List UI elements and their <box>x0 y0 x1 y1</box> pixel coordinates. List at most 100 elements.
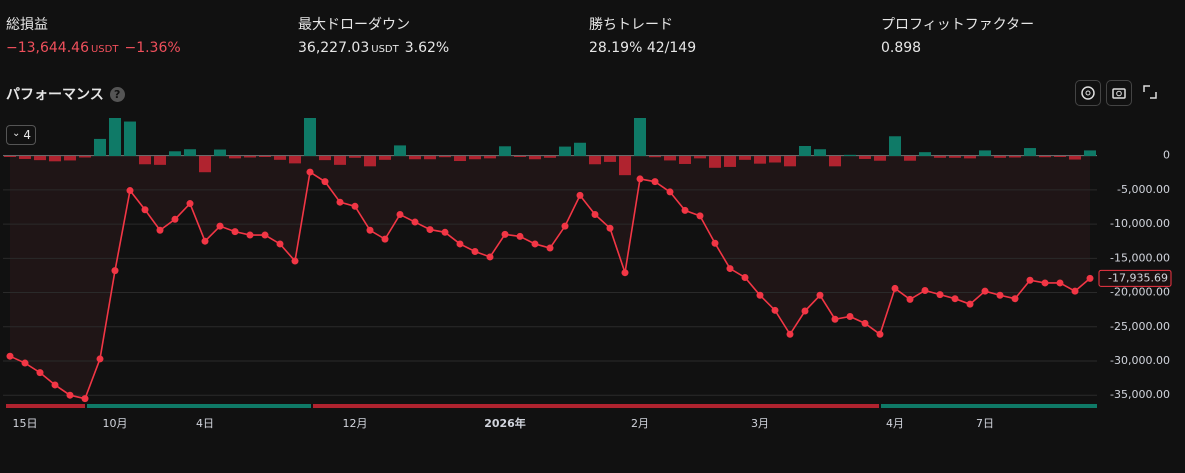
point <box>1041 279 1049 287</box>
stat: 勝ちトレード 28.19% 42/149 <box>589 14 696 56</box>
point <box>651 178 659 186</box>
point <box>936 291 944 299</box>
icon <box>1143 85 1157 99</box>
point <box>636 175 644 183</box>
y-tick-label: -10,000.00 <box>1110 217 1170 230</box>
point <box>21 359 29 367</box>
bar <box>154 156 166 165</box>
bar <box>829 156 841 167</box>
fullscreen-button[interactable] <box>1138 80 1164 106</box>
bar <box>784 156 796 167</box>
bar <box>979 150 991 157</box>
bar <box>679 156 691 164</box>
percent: 3.62% <box>404 40 450 56</box>
point <box>546 244 554 252</box>
stat-value: 0.898 <box>881 40 922 56</box>
bar <box>259 156 271 158</box>
bar <box>244 156 256 158</box>
help-icon[interactable]: ? <box>109 87 125 102</box>
point <box>216 222 224 230</box>
bar <box>64 156 76 161</box>
x-tick-label: 4日 <box>196 417 214 430</box>
point <box>906 295 914 303</box>
dropdown[interactable]: ⌄ 4 <box>6 125 36 145</box>
point <box>1056 279 1064 287</box>
point <box>411 218 419 226</box>
point <box>576 191 584 199</box>
point <box>336 198 344 206</box>
point <box>711 239 719 247</box>
bar <box>559 146 571 157</box>
x-tick-label: 2026年 <box>484 416 526 430</box>
point <box>831 315 839 323</box>
point <box>726 265 734 273</box>
bar <box>529 156 541 160</box>
point <box>396 211 404 219</box>
point <box>6 352 14 360</box>
bar <box>229 156 241 159</box>
y-tick-label: -5,000.00 <box>1117 183 1170 196</box>
stat: 最大ドローダウン 36,227.03 USDT 3.62% <box>298 14 449 56</box>
point <box>681 206 689 214</box>
bar <box>574 142 586 157</box>
point <box>306 168 314 176</box>
bar <box>469 156 481 160</box>
point <box>381 235 389 243</box>
icon <box>1112 88 1126 99</box>
x-tick-label: 7日 <box>976 417 994 430</box>
bar <box>1084 150 1096 157</box>
count: 42/149 <box>646 40 697 56</box>
bar <box>289 156 301 164</box>
point <box>201 237 209 245</box>
camera-button[interactable] <box>1106 80 1132 106</box>
bar <box>994 156 1006 158</box>
y-tick-label: -30,000.00 <box>1110 354 1170 367</box>
bar <box>274 156 286 160</box>
equity-line <box>9 170 1091 400</box>
icon <box>1081 86 1095 100</box>
point <box>951 295 959 303</box>
bar <box>664 156 676 161</box>
y-tick-label: -20,000.00 <box>1110 286 1170 299</box>
bar <box>589 156 601 165</box>
point <box>66 391 74 399</box>
stat: プロフィットファクター 0.898 <box>881 14 1034 56</box>
point <box>156 226 164 234</box>
bar <box>934 156 946 158</box>
unit: USDT <box>90 44 119 55</box>
chevron: ⌄ <box>12 128 21 139</box>
point <box>81 395 89 403</box>
point <box>366 226 374 234</box>
bar <box>544 156 556 158</box>
point <box>591 211 599 219</box>
bar <box>634 118 646 157</box>
stat-label: 最大ドローダウン <box>298 17 410 33</box>
bar <box>754 156 766 164</box>
bar <box>874 156 886 161</box>
point <box>126 187 134 195</box>
period-strip <box>87 404 311 408</box>
x-tick-label: 10月 <box>103 417 128 430</box>
stat-value: 36,227.03 USDT 3.62% <box>298 40 449 56</box>
period-strip <box>6 404 85 408</box>
section-title: パフォーマンス? <box>6 84 125 104</box>
point <box>111 267 119 275</box>
dropdown-value: 4 <box>23 128 31 142</box>
stat: 総損益 −13,644.46 USDT −1.36% <box>6 14 181 56</box>
bar <box>139 156 151 165</box>
x-tick-label: 15日 <box>13 417 38 430</box>
point <box>471 247 479 255</box>
point <box>1071 287 1079 295</box>
point <box>861 319 869 327</box>
bar <box>514 156 526 158</box>
point <box>771 306 779 314</box>
point <box>846 312 854 320</box>
stat-label: プロフィットファクター <box>881 17 1035 33</box>
bar <box>904 156 916 161</box>
stat-value: −13,644.46 USDT −1.36% <box>6 40 181 56</box>
settings-button[interactable] <box>1075 80 1101 106</box>
bar <box>499 146 511 157</box>
bar <box>709 156 721 168</box>
